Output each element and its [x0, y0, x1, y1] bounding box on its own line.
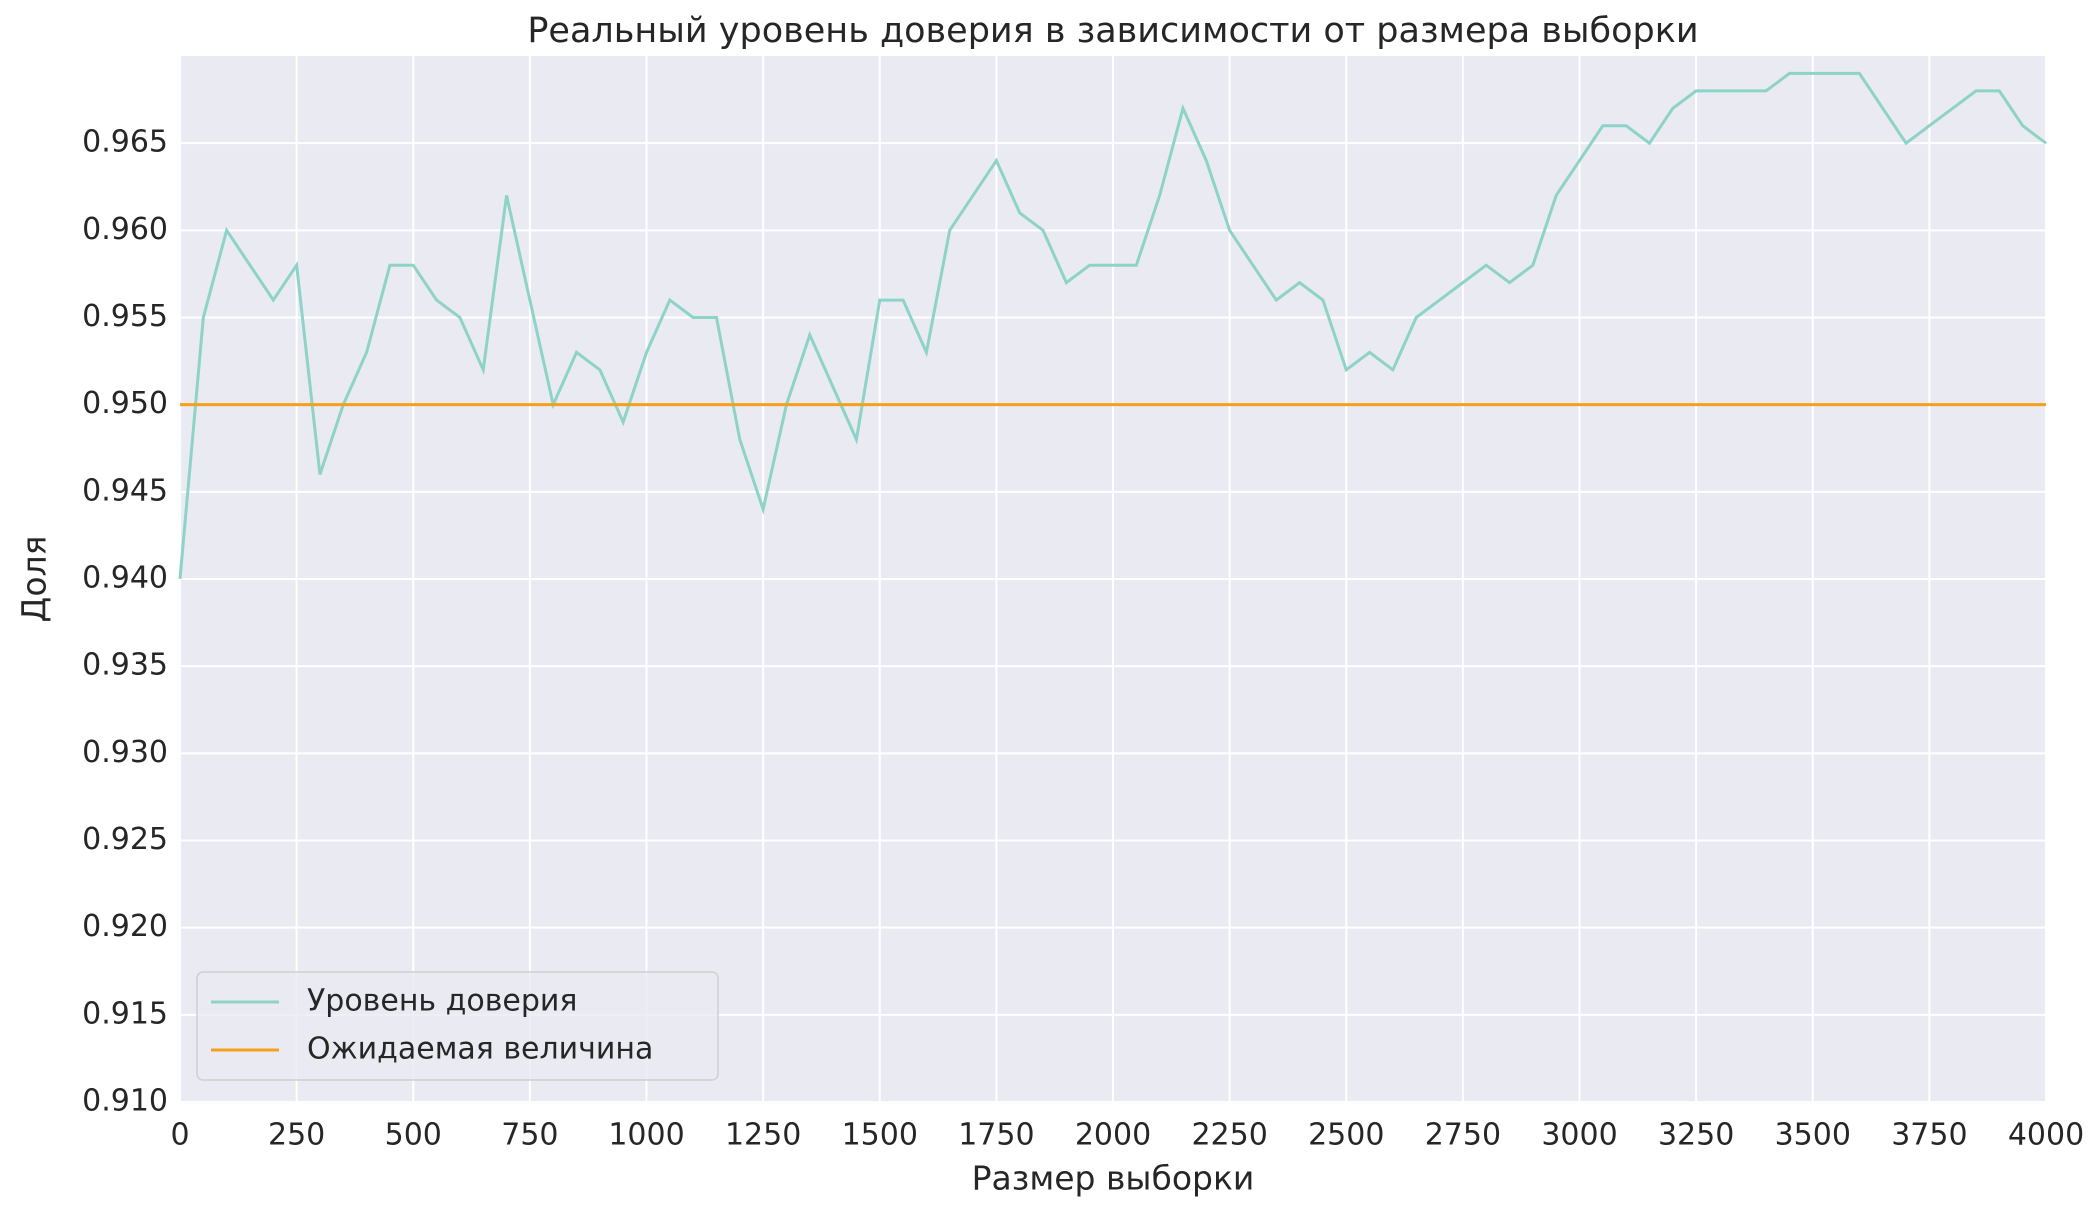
- x-tick-label: 3000: [1541, 1118, 1617, 1153]
- x-tick-label: 2750: [1425, 1118, 1501, 1153]
- x-tick-label: 3750: [1891, 1118, 1967, 1153]
- x-tick-label: 750: [501, 1118, 558, 1153]
- y-tick-label: 0.925: [82, 822, 168, 857]
- y-tick-label: 0.920: [82, 909, 168, 944]
- y-tick-label: 0.915: [82, 996, 168, 1031]
- x-tick-label: 3500: [1775, 1118, 1851, 1153]
- x-axis-label: Размер выборки: [972, 1159, 1255, 1198]
- legend-box: [196, 971, 719, 1081]
- legend-label: Ожидаемая величина: [307, 1032, 653, 1067]
- y-tick-label: 0.955: [82, 299, 168, 334]
- x-tick-label: 0: [170, 1118, 189, 1153]
- y-tick-label: 0.945: [82, 473, 168, 508]
- x-tick-label: 2250: [1191, 1118, 1267, 1153]
- chart-title: Реальный уровень доверия в зависимости о…: [527, 11, 1698, 51]
- y-tick-label: 0.940: [82, 561, 168, 596]
- y-tick-label: 0.930: [82, 735, 168, 770]
- x-tick-label: 2000: [1075, 1118, 1151, 1153]
- y-tick-label: 0.965: [82, 125, 168, 160]
- x-tick-label: 4000: [2008, 1118, 2084, 1153]
- x-tick-label: 500: [385, 1118, 442, 1153]
- x-tick-label: 1500: [842, 1118, 918, 1153]
- marks: [178, 71, 2047, 580]
- legend-label: Уровень доверия: [307, 984, 577, 1019]
- x-tick-label: 250: [268, 1118, 325, 1153]
- x-tick-label: 3250: [1658, 1118, 1734, 1153]
- y-tick-label: 0.950: [82, 386, 168, 421]
- y-tick-label: 0.960: [82, 212, 168, 247]
- x-tick-label: 1000: [608, 1118, 684, 1153]
- legend: Уровень доверия Ожидаемая величина: [196, 971, 719, 1081]
- y-axis-label: Доля: [15, 536, 54, 623]
- y-tick-label: 0.910: [82, 1084, 168, 1119]
- x-tick-label: 1750: [958, 1118, 1034, 1153]
- x-tick-label: 1250: [725, 1118, 801, 1153]
- x-tick-label: 2500: [1308, 1118, 1384, 1153]
- y-tick-label: 0.935: [82, 648, 168, 683]
- data-line: [178, 71, 2047, 580]
